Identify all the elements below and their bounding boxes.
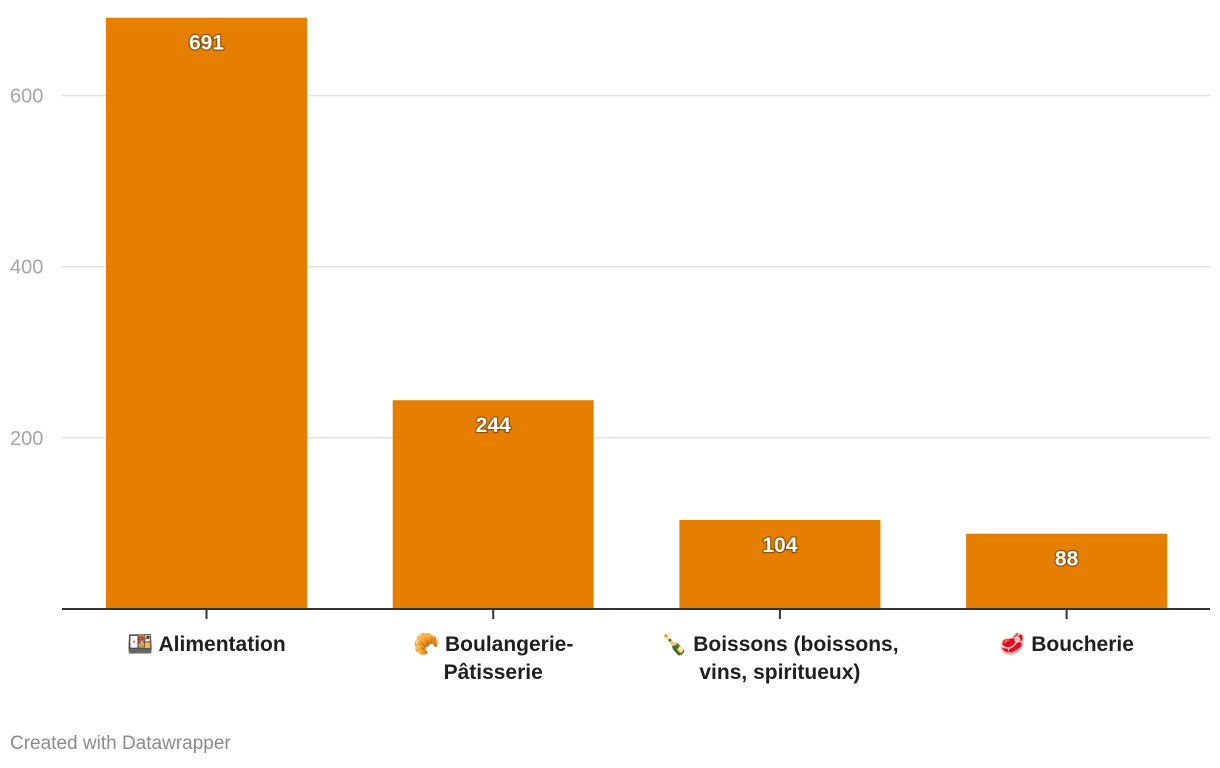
bar-value-label: 104: [762, 534, 797, 557]
x-category-label: 🍾 Boissons (boissons, vins, spiritueux): [661, 631, 898, 684]
bar-value-label: 88: [1055, 548, 1079, 571]
x-category-label: 🥩 Boucherie: [999, 631, 1134, 657]
bar-value-label: 244: [476, 414, 511, 437]
bar: [966, 533, 1168, 609]
bar-value-label: 691: [189, 32, 224, 55]
y-tick-label: 400: [10, 257, 43, 279]
bar: [392, 400, 594, 609]
datawrapper-credit: Created with Datawrapper: [10, 733, 231, 754]
x-category-label: 🥐 Boulangerie-Pâtisserie: [413, 632, 573, 684]
x-axis: [62, 608, 1210, 619]
labels: 691 🍱 Alimentation 244 🥐 Boulangerie-Pâtiss…: [127, 30, 1134, 684]
x-category-label: 🍱 Alimentation: [127, 633, 285, 656]
bars: [106, 17, 1168, 610]
bar: [106, 17, 307, 610]
y-tick-label: 200: [10, 428, 43, 450]
y-tick-label: 600: [10, 86, 43, 108]
bar: [679, 520, 881, 609]
